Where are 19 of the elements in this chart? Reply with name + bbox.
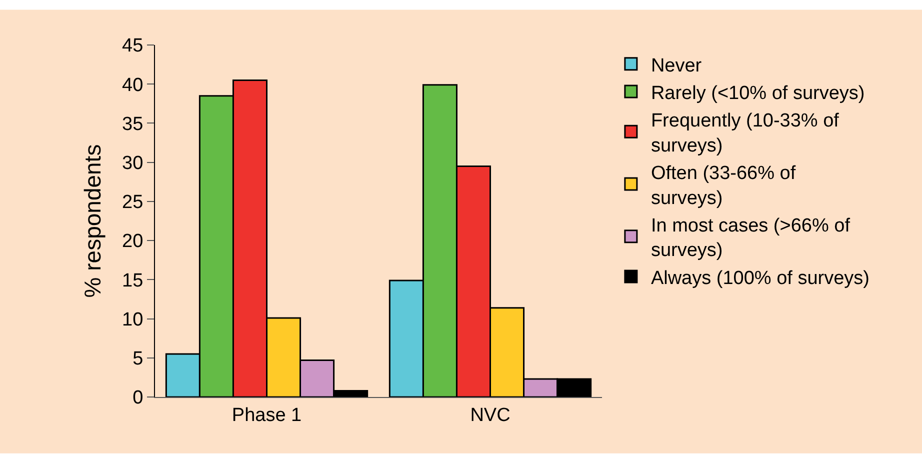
y-tick-label: 5	[132, 348, 144, 370]
y-tick-label: 10	[122, 309, 144, 330]
x-tick-label: Phase 1	[232, 404, 302, 426]
y-tick-label: 15	[122, 270, 144, 292]
y-tick-label: 40	[122, 74, 144, 96]
legend-label: In most cases (>66% of surveys)	[650, 215, 851, 262]
y-tick-label: 30	[122, 152, 144, 174]
legend-label: Rarely (<10% of surveys)	[650, 82, 865, 104]
legend-label: Often (33-66% of surveys)	[650, 163, 796, 209]
y-tick-label: 25	[122, 192, 144, 214]
y-tick-label: 35	[122, 114, 144, 135]
legend-label: Frequently (10-33% of surveys)	[650, 110, 840, 156]
y-tick-label: 45	[122, 36, 144, 57]
y-tick-label: 20	[122, 231, 144, 252]
y-axis-title: % respondents	[80, 144, 106, 298]
x-tick-label: NVC	[470, 404, 510, 426]
y-tick-label: 0	[132, 388, 144, 409]
legend-label: Never	[650, 55, 702, 76]
legend-label: Always (100% of surveys)	[650, 268, 870, 289]
